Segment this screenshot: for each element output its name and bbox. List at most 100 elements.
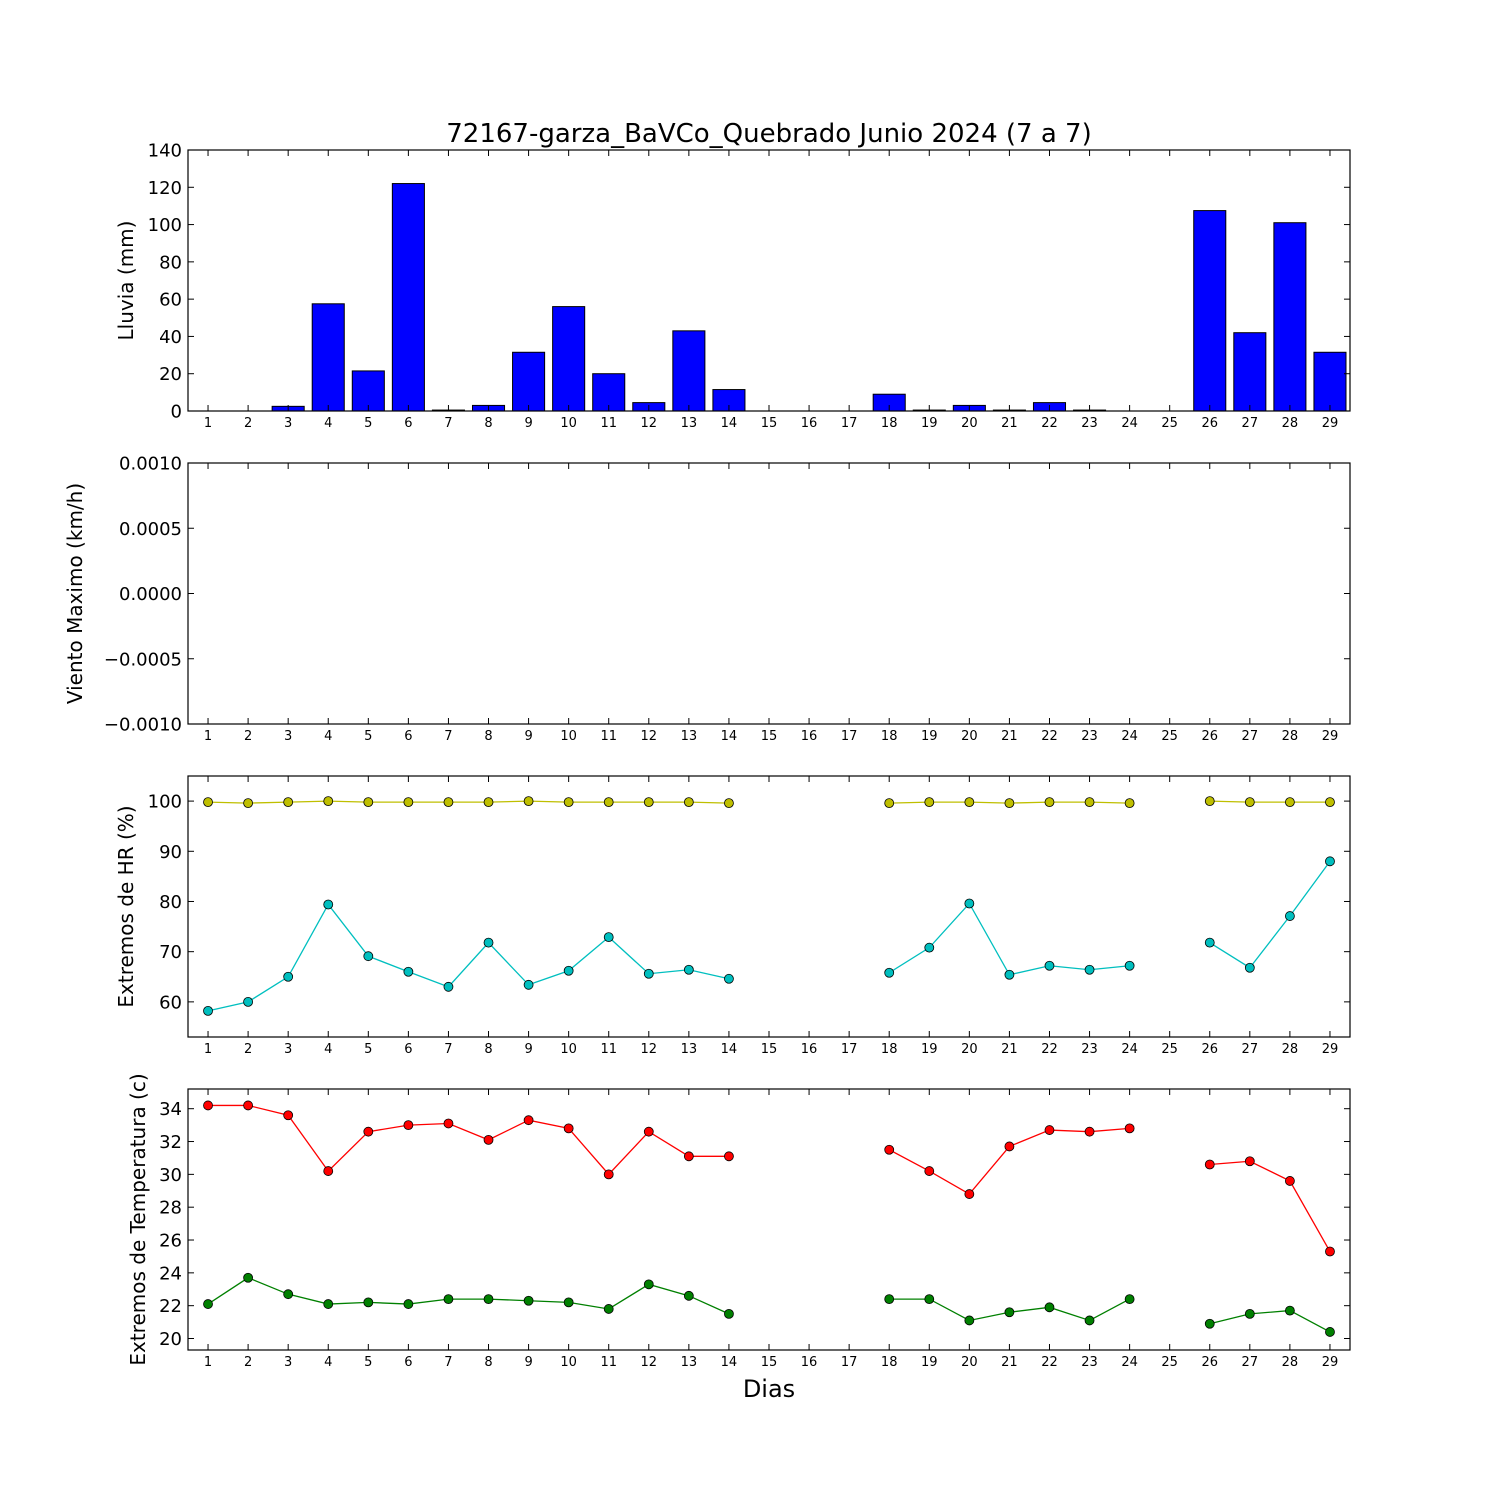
data-point: [884, 967, 895, 978]
data-point: [283, 797, 294, 807]
x-tick-label: 29: [1322, 416, 1339, 431]
data-point: [603, 1169, 614, 1180]
y-tick-label: 24: [159, 1263, 182, 1284]
x-tick-label: 17: [841, 729, 858, 744]
x-tick-label: 13: [681, 729, 698, 744]
x-tick-label: 16: [801, 1355, 818, 1370]
y-tick-label: 100: [148, 215, 182, 236]
x-tick-label: 22: [1041, 416, 1058, 431]
x-tick-label: 7: [444, 416, 452, 431]
x-tick-label: 27: [1242, 1042, 1259, 1057]
data-point: [483, 937, 494, 948]
x-tick-label: 3: [284, 1042, 292, 1057]
x-tick-label: 1: [204, 416, 212, 431]
bar: [1273, 222, 1307, 412]
data-point: [924, 797, 935, 807]
data-point: [683, 964, 694, 975]
x-tick-label: 4: [324, 729, 332, 744]
x-tick-label: 5: [364, 1042, 372, 1057]
data-point: [1004, 1307, 1015, 1318]
data-point: [1004, 1141, 1015, 1152]
plot-frame: [187, 775, 1351, 1038]
data-point: [1285, 1305, 1295, 1316]
x-tick-label: 5: [364, 1355, 372, 1370]
chart-panel: 1 2 3 4 5 6 7 8 9 10 11 12 13 14 15 16 17 18 19 20 21 22 23 24 2…: [126, 1073, 1351, 1370]
data-point: [1124, 1123, 1135, 1134]
x-tick-label: 28: [1282, 729, 1299, 744]
y-tick-label: −0.0005: [104, 649, 182, 670]
bar: [672, 330, 706, 412]
data-point: [363, 797, 374, 807]
data-point: [443, 1294, 454, 1305]
x-tick-label: 20: [961, 416, 978, 431]
y-tick-label: 30: [159, 1165, 182, 1186]
data-point: [403, 1120, 414, 1131]
x-tick-label: 15: [761, 729, 778, 744]
y-axis-label: Extremos de Temperatura (c): [126, 1073, 150, 1365]
x-tick-label: 14: [721, 416, 738, 431]
x-tick-label: 27: [1242, 729, 1259, 744]
x-tick-label: 12: [641, 1042, 658, 1057]
data-point: [203, 1299, 213, 1309]
data-point: [1004, 798, 1015, 808]
data-point: [363, 951, 374, 962]
x-tick-label: 9: [524, 1042, 532, 1057]
y-tick-label: −0.0010: [104, 715, 182, 736]
x-tick-label: 26: [1201, 416, 1218, 431]
data-point: [283, 1289, 294, 1300]
x-tick-label: 8: [484, 1355, 492, 1370]
x-tick-label: 13: [681, 1355, 698, 1370]
x-tick-label: 22: [1041, 1355, 1058, 1370]
data-point: [1044, 960, 1055, 971]
x-tick-label: 22: [1041, 729, 1058, 744]
x-tick-label: 11: [600, 416, 617, 431]
data-point: [1124, 1294, 1135, 1305]
data-point: [443, 1118, 454, 1129]
data-point: [243, 1100, 254, 1111]
data-point: [403, 1299, 414, 1309]
x-tick-label: 28: [1282, 1042, 1299, 1057]
data-point: [1044, 1125, 1055, 1135]
x-tick-label: 6: [404, 416, 412, 431]
series-line: [1209, 1160, 1331, 1252]
data-point: [483, 797, 494, 807]
data-point: [1285, 911, 1295, 921]
data-point: [243, 798, 254, 808]
data-point: [1204, 796, 1215, 806]
data-point: [483, 1294, 494, 1305]
data-point: [1204, 1159, 1215, 1170]
x-tick-label: 24: [1121, 1042, 1138, 1057]
data-point: [1204, 1318, 1215, 1329]
x-tick-label: 21: [1001, 729, 1018, 744]
data-point: [1204, 937, 1215, 948]
data-point: [1084, 1315, 1095, 1326]
series-line: [207, 903, 730, 1012]
data-point: [523, 1295, 534, 1306]
data-point: [443, 797, 454, 807]
x-tick-label: 18: [881, 1355, 898, 1370]
x-tick-label: 28: [1282, 1355, 1299, 1370]
y-tick-label: 0.0010: [119, 454, 182, 475]
data-point: [203, 1006, 213, 1016]
x-tick-label: 26: [1201, 1355, 1218, 1370]
data-point: [924, 1294, 935, 1305]
x-tick-label: 6: [404, 1355, 412, 1370]
y-tick-label: 0.0005: [119, 519, 182, 540]
data-point: [683, 797, 694, 807]
series-line: [888, 1127, 1130, 1195]
y-tick-label: 0: [171, 402, 182, 423]
data-point: [964, 797, 975, 807]
x-tick-label: 14: [721, 729, 738, 744]
x-tick-label: 15: [761, 416, 778, 431]
bar: [1313, 351, 1347, 412]
series-line: [1209, 1309, 1331, 1333]
x-tick-label: 15: [761, 1355, 778, 1370]
y-tick-label: 80: [159, 892, 182, 913]
x-tick-label: 20: [961, 1042, 978, 1057]
x-tick-label: 19: [921, 416, 938, 431]
x-tick-label: 18: [881, 416, 898, 431]
y-tick-label: 20: [159, 1329, 182, 1350]
data-point: [1084, 797, 1095, 807]
data-point: [523, 979, 534, 990]
x-tick-label: 21: [1001, 416, 1018, 431]
